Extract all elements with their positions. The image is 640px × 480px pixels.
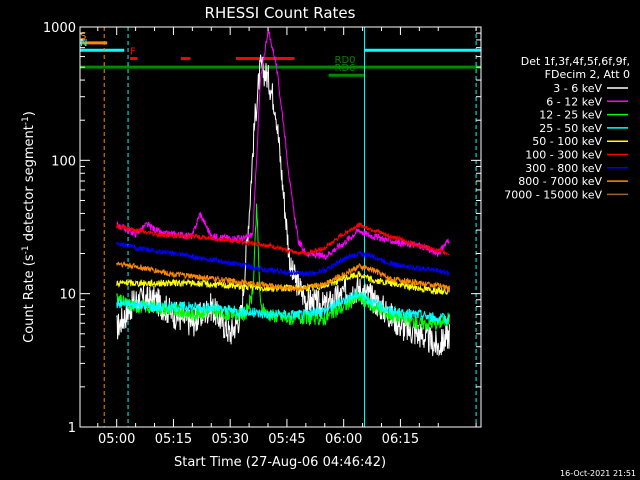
x-axis-ticks: 05:00 05:15 05:30 05:45 06:00 06:15 bbox=[97, 27, 477, 447]
x-tick-label-0: 05:00 bbox=[98, 432, 135, 447]
flag-label-n: N bbox=[80, 38, 87, 49]
legend-label-5: 100 - 300 keV bbox=[525, 149, 602, 162]
flag-label-s: S bbox=[80, 31, 86, 42]
y-tick-label-2: 100 bbox=[51, 154, 76, 169]
series-line-7 bbox=[116, 260, 450, 293]
chart-title: RHESSI Count Rates bbox=[205, 4, 356, 22]
series-line-1 bbox=[116, 28, 450, 260]
legend-label-1: 6 - 12 keV bbox=[546, 95, 602, 108]
flag-label-f: F bbox=[130, 47, 136, 58]
y-axis-label: Count Rate (s-1 detector segment-1) bbox=[21, 111, 37, 343]
legend-label-3: 25 - 50 keV bbox=[539, 122, 602, 135]
legend-label-0: 3 - 6 keV bbox=[553, 82, 602, 95]
plot-frame bbox=[79, 26, 482, 428]
x-tick-label-5: 06:15 bbox=[382, 432, 419, 447]
series-line-5 bbox=[116, 221, 450, 257]
legend: Det 1f,3f,4f,5f,6f,9f, FDecim 2, Att 0 3… bbox=[504, 55, 630, 201]
series-lines bbox=[116, 28, 450, 357]
legend-header-line-1: Det 1f,3f,4f,5f,6f,9f, bbox=[521, 55, 630, 68]
series-line-6 bbox=[116, 241, 450, 278]
legend-header-line-2: FDecim 2, Att 0 bbox=[545, 68, 630, 81]
legend-label-8: 7000 - 15000 keV bbox=[504, 188, 602, 201]
x-tick-label-1: 05:15 bbox=[155, 432, 192, 447]
legend-label-4: 50 - 100 keV bbox=[532, 135, 602, 148]
legend-label-7: 800 - 7000 keV bbox=[518, 175, 602, 188]
y-tick-label-1: 10 bbox=[59, 288, 76, 303]
y-axis-ticks: 1 10 100 1000 bbox=[43, 21, 481, 436]
legend-label-2: 12 - 25 keV bbox=[539, 109, 602, 122]
x-tick-label-3: 05:45 bbox=[268, 432, 305, 447]
timestamp: 16-Oct-2021 21:51 bbox=[560, 469, 636, 478]
y-tick-label-0: 1 bbox=[68, 421, 76, 436]
y-tick-label-3: 1000 bbox=[43, 21, 76, 36]
series-line-3 bbox=[116, 289, 450, 325]
x-tick-label-4: 06:00 bbox=[325, 432, 362, 447]
x-axis-label: Start Time (27-Aug-06 04:46:42) bbox=[174, 455, 386, 470]
legend-label-6: 300 - 800 keV bbox=[525, 162, 602, 175]
flag-label-rd6: RD6 bbox=[335, 63, 356, 74]
x-tick-label-2: 05:30 bbox=[211, 432, 248, 447]
flag-label-rd0: RD0 bbox=[335, 55, 356, 66]
